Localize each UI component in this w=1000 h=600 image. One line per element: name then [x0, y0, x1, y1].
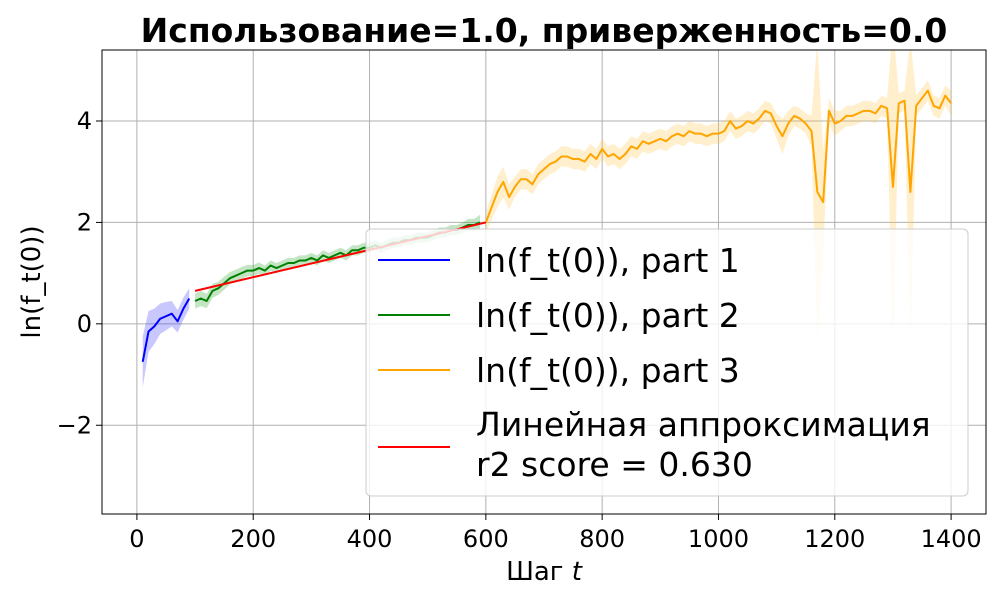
x-axis-label-text: Шаг — [506, 557, 563, 587]
x-tick-label: 400 — [347, 525, 393, 553]
y-axis-ticks: −2 0 2 4 — [57, 107, 102, 439]
legend-label-fit-score: r2 score = 0.630 — [476, 445, 753, 484]
legend-label-part-1: ln(f_t(0)), part 1 — [476, 241, 740, 280]
y-tick-label: 0 — [77, 310, 92, 338]
band-part-1 — [142, 288, 190, 388]
x-tick-label: 0 — [129, 525, 144, 553]
legend-label-fit: Линейная аппроксимация — [476, 405, 931, 444]
band-part-3 — [485, 50, 952, 350]
legend-label-part-3: ln(f_t(0)), part 3 — [476, 351, 740, 390]
legend: ln(f_t(0)), part 1 ln(f_t(0)), part 2 ln… — [365, 228, 969, 497]
line-part-3 — [484, 89, 952, 223]
x-axis-label-var: t — [572, 557, 583, 587]
x-tick-label: 800 — [579, 525, 625, 553]
x-tick-label: 1400 — [921, 525, 982, 553]
chart-title: Использование=1.0, приверженность=0.0 — [141, 11, 948, 50]
legend-box — [365, 228, 969, 497]
y-tick-label: 4 — [77, 107, 92, 135]
x-tick-label: 1000 — [688, 525, 749, 553]
x-tick-label: 200 — [230, 525, 276, 553]
legend-label-part-2: ln(f_t(0)), part 2 — [476, 296, 740, 335]
x-axis-ticks: 0 200 400 600 800 1000 1200 1400 — [129, 514, 982, 553]
y-tick-label: −2 — [57, 411, 92, 439]
y-tick-label: 2 — [77, 208, 92, 236]
x-tick-label: 1200 — [804, 525, 865, 553]
y-axis-label: ln(f_t(0)) — [17, 225, 47, 338]
x-axis-label: Шаг t — [506, 557, 583, 587]
line-part-1 — [141, 297, 191, 363]
plot-frame — [101, 49, 987, 515]
x-tick-label: 600 — [463, 525, 509, 553]
